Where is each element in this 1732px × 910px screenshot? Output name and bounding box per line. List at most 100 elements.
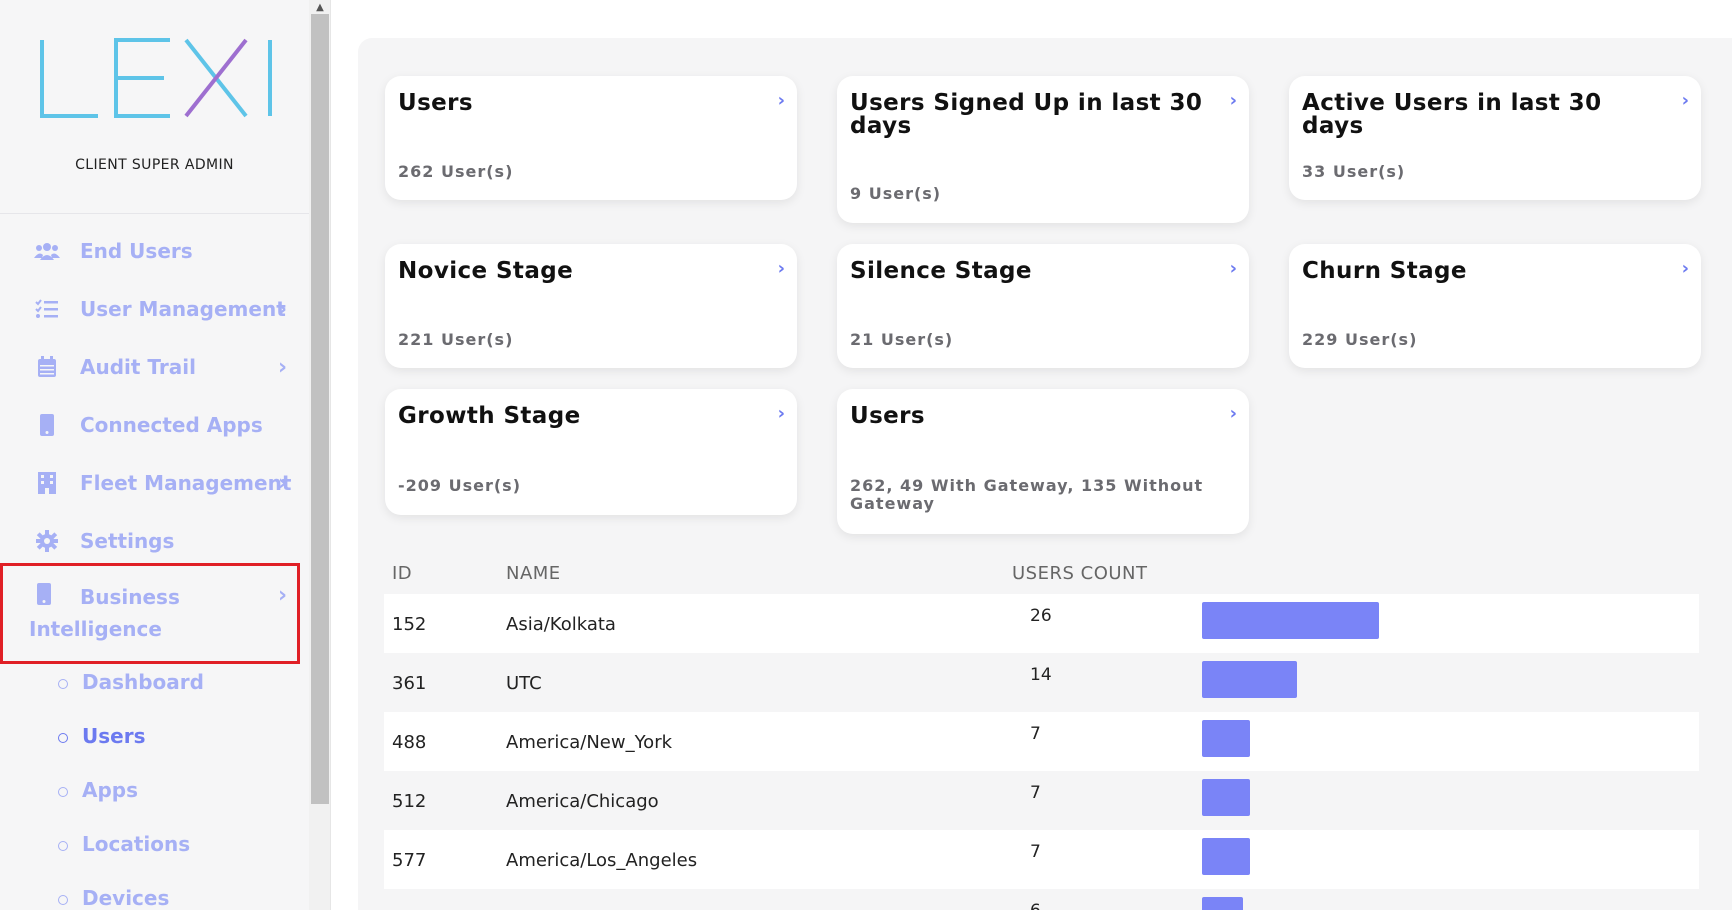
timezone-users-table: ID NAME USERS COUNT 152 Asia/Kolkata 26 361… [384,556,1699,910]
subnav-item-locations[interactable]: Locations [0,817,309,871]
sidebar: CLIENT SUPER ADMIN End Users User Manage… [0,0,309,910]
subnav-item-apps[interactable]: Apps [0,763,309,817]
building-icon [34,472,60,494]
card-title: Novice Stage [398,258,574,284]
card-title: Churn Stage [1302,258,1467,284]
card-value: 21 User(s) [850,330,954,349]
stat-card-novice-stage[interactable]: Novice Stage › 221 User(s) [385,244,797,368]
stat-card-signed-up[interactable]: Users Signed Up in last 30 days › 9 User… [837,76,1249,223]
chevron-right-icon: › [278,470,288,496]
chevron-right-icon: › [777,258,785,279]
cell-id: 577 [392,850,427,871]
gear-icon [34,530,60,552]
sidebar-item-label: Fleet Management [80,471,292,495]
role-label: CLIENT SUPER ADMIN [75,157,234,173]
subnav-item-devices[interactable]: Devices [0,871,309,910]
stat-card-silence-stage[interactable]: Silence Stage › 21 User(s) [837,244,1249,368]
scrollbar-thumb[interactable] [311,14,329,804]
sidebar-item-label: Audit Trail [80,355,196,379]
card-title: Growth Stage [398,403,581,429]
column-header-users-count[interactable]: USERS COUNT [1012,563,1148,584]
table-row[interactable]: 488 America/New_York 7 [384,712,1699,771]
card-title: Users [398,90,473,116]
users-count-bar [1202,602,1379,639]
chevron-right-icon: › [1229,403,1237,424]
sidebar-item-fleet-management[interactable]: Fleet Management › [0,454,309,512]
chevron-right-icon: › [777,90,785,111]
cell-users-count: 14 [1030,665,1052,685]
calendar-icon [34,356,60,378]
sidebar-item-connected-apps[interactable]: Connected Apps [0,396,309,454]
logo-area: CLIENT SUPER ADMIN [0,0,309,214]
users-count-bar [1202,661,1297,698]
table-row[interactable]: 361 UTC 14 [384,653,1699,712]
subnav-item-dashboard[interactable]: Dashboard [0,655,309,709]
sidebar-subnav: Dashboard Users Apps Locations Devices [0,655,309,910]
circle-icon [58,787,68,797]
sidebar-item-label: Connected Apps [80,413,263,437]
column-header-name[interactable]: NAME [506,563,561,584]
sidebar-item-end-users[interactable]: End Users [0,222,309,280]
card-title: Users [850,403,925,429]
stat-card-growth-stage[interactable]: Growth Stage › -209 User(s) [385,389,797,515]
lexi-logo[interactable] [38,36,276,121]
chevron-right-icon: › [777,403,785,424]
card-value: 221 User(s) [398,330,514,349]
card-title: Silence Stage [850,258,1032,284]
stat-card-active-users[interactable]: Active Users in last 30 days › 33 User(s… [1289,76,1701,200]
cell-name: America/New_York [506,732,673,753]
users-count-bar [1202,720,1250,757]
cell-users-count: 7 [1030,724,1041,744]
card-value: -209 User(s) [398,476,522,495]
cell-users-count: 6 [1030,901,1041,910]
sidebar-item-business-intelligence[interactable]: Business Intelligence › [0,563,300,664]
subnav-label: Locations [82,832,191,856]
subnav-label: Apps [82,778,139,802]
circle-icon [58,679,68,689]
card-title: Active Users in last 30 days [1302,90,1602,139]
card-title: Users Signed Up in last 30 days [850,90,1203,139]
sidebar-item-label: Business Intelligence [29,585,180,641]
mobile-icon [37,583,63,609]
scroll-up-icon[interactable]: ▲ [316,1,324,13]
sidebar-scrollbar[interactable]: ▲ [309,0,331,910]
users-count-bar [1202,779,1250,816]
table-row[interactable]: 152 Asia/Kolkata 26 [384,594,1699,653]
stat-card-users[interactable]: Users › 262 User(s) [385,76,797,200]
table-row[interactable]: 6 [384,889,1699,910]
table-row[interactable]: 577 America/Los_Angeles 7 [384,830,1699,889]
stat-card-users-gateway[interactable]: Users › 262, 49 With Gateway, 135 Withou… [837,389,1249,534]
list-check-icon [34,298,60,320]
cell-users-count: 7 [1030,783,1041,803]
cell-users-count: 26 [1030,606,1052,626]
table-row[interactable]: 512 America/Chicago 7 [384,771,1699,830]
stat-card-churn-stage[interactable]: Churn Stage › 229 User(s) [1289,244,1701,368]
table-header: ID NAME USERS COUNT [384,556,1699,594]
chevron-right-icon: › [1229,90,1237,111]
cell-name: America/Los_Angeles [506,850,698,871]
users-icon [34,240,60,262]
sidebar-item-label: User Management [80,297,286,321]
subnav-label: Users [82,724,146,748]
table-body: 152 Asia/Kolkata 26 361 UTC 14 488 America/New_… [384,594,1699,910]
circle-icon [58,841,68,851]
sidebar-nav: End Users User Management › Audit Trail … [0,222,309,570]
chevron-right-icon: › [1681,90,1689,111]
sidebar-item-settings[interactable]: Settings [0,512,309,570]
cell-id: 512 [392,791,427,812]
card-value: 262 User(s) [398,162,514,181]
cell-name: Asia/Kolkata [506,614,616,635]
sidebar-item-audit-trail[interactable]: Audit Trail › [0,338,309,396]
card-value: 262, 49 With Gateway, 135 Without Gatewa… [850,476,1204,513]
subnav-item-users[interactable]: Users [0,709,309,763]
sidebar-item-label: End Users [80,239,193,263]
chevron-right-icon: › [1681,258,1689,279]
chevron-right-icon: › [278,583,288,608]
column-header-id[interactable]: ID [392,563,413,584]
circle-icon [58,895,68,905]
chevron-right-icon: › [278,296,288,322]
sidebar-item-user-management[interactable]: User Management › [0,280,309,338]
card-value: 229 User(s) [1302,330,1418,349]
subnav-label: Dashboard [82,670,204,694]
